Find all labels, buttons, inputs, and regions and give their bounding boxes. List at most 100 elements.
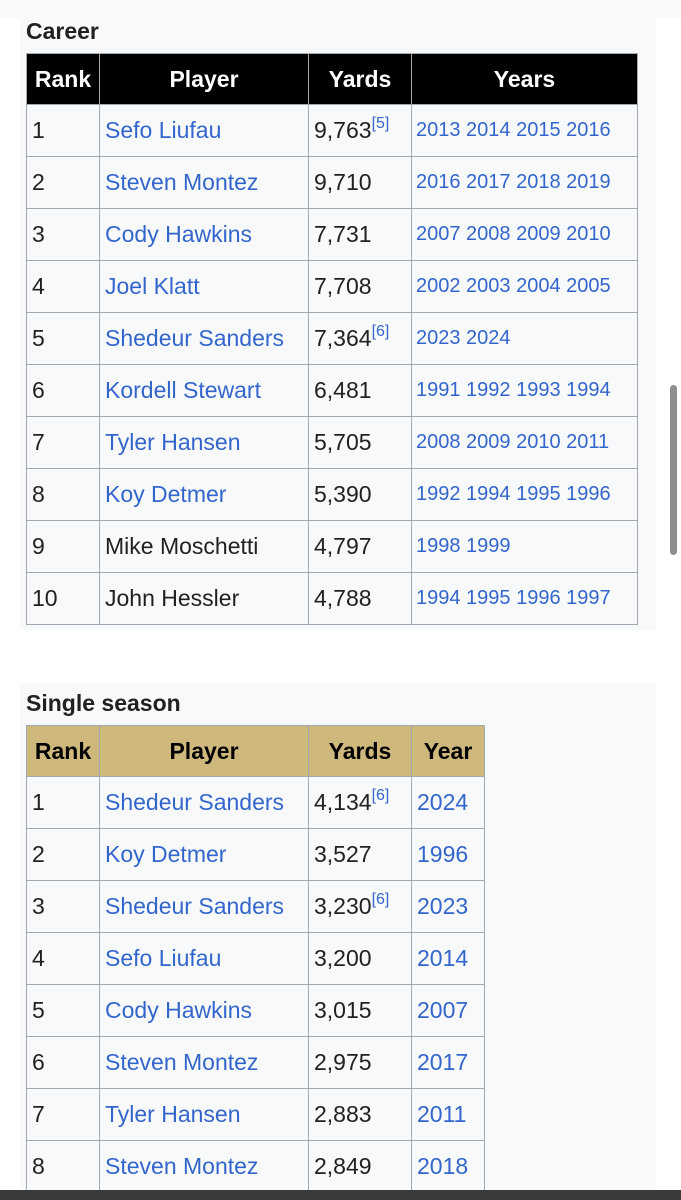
yards-cell: 3,200 — [308, 932, 412, 985]
yards-value: 7,364 — [314, 325, 372, 351]
year-link[interactable]: 2017 — [417, 1049, 469, 1075]
year-link[interactable]: 2007 — [417, 997, 469, 1023]
player-cell: Tyler Hansen — [99, 1088, 309, 1141]
player-link[interactable]: Steven Montez — [105, 169, 259, 195]
player-cell: Shedeur Sanders — [99, 312, 309, 365]
player-cell: Steven Montez — [99, 1140, 309, 1193]
player-link[interactable]: Sefo Liufau — [105, 945, 222, 971]
years-link[interactable]: 2008 2009 2010 2011 — [416, 431, 610, 453]
table-row: 1 Shedeur Sanders 4,134[6] 2024 — [26, 776, 485, 829]
player-cell: Koy Detmer — [99, 468, 309, 521]
player-link[interactable]: Tyler Hansen — [105, 1101, 241, 1127]
years-cell: 1992 1994 1995 1996 — [411, 468, 638, 521]
yards-cell: 9,710 — [308, 156, 412, 209]
career-table: Rank Player Yards Years 1 Sefo Liufau 9,76… — [26, 53, 638, 625]
year-link[interactable]: 2014 — [417, 945, 469, 971]
years-cell: 1994 1995 1996 1997 — [411, 572, 638, 625]
year-link[interactable]: 2018 — [417, 1153, 469, 1179]
rank-cell: 10 — [26, 572, 100, 625]
reference-link[interactable]: [6] — [371, 891, 390, 908]
season-yards-header[interactable]: Yards — [308, 725, 412, 777]
rank-cell: 7 — [26, 1088, 100, 1141]
player-cell: Steven Montez — [99, 156, 309, 209]
yards-cell: 6,481 — [308, 364, 412, 417]
rank-cell: 1 — [26, 104, 100, 157]
year-cell: 2011 — [411, 1088, 485, 1141]
year-cell: 2018 — [411, 1140, 485, 1193]
years-link[interactable]: 1998 1999 — [416, 535, 511, 557]
rank-cell: 2 — [26, 156, 100, 209]
years-link[interactable]: 1991 1992 1993 1994 — [416, 379, 611, 401]
years-link[interactable]: 1992 1994 1995 1996 — [416, 483, 611, 505]
years-link[interactable]: 2013 2014 2015 2016 — [416, 119, 611, 141]
career-yards-header[interactable]: Yards — [308, 53, 412, 105]
years-link[interactable]: 2002 2003 2004 2005 — [416, 275, 611, 297]
table-row: 8 Steven Montez 2,849 2018 — [26, 1140, 485, 1193]
table-row: 4 Sefo Liufau 3,200 2014 — [26, 932, 485, 985]
player-cell: Steven Montez — [99, 1036, 309, 1089]
years-cell: 1998 1999 — [411, 520, 638, 573]
season-rank-header[interactable]: Rank — [26, 725, 100, 777]
rank-cell: 5 — [26, 312, 100, 365]
player-link[interactable]: Koy Detmer — [105, 481, 227, 507]
player-link[interactable]: Shedeur Sanders — [105, 325, 285, 351]
season-header-row: Rank Player Yards Year — [26, 725, 485, 777]
table-row: 9 Mike Moschetti 4,797 1998 1999 — [26, 520, 638, 573]
year-link[interactable]: 2011 — [417, 1101, 467, 1127]
player-link[interactable]: Shedeur Sanders — [105, 893, 285, 919]
player-link[interactable]: Steven Montez — [105, 1153, 259, 1179]
yards-cell: 7,708 — [308, 260, 412, 313]
yards-value: 3,230 — [314, 893, 372, 919]
table-row: 10 John Hessler 4,788 1994 1995 1996 1997 — [26, 572, 638, 625]
rank-cell: 3 — [26, 880, 100, 933]
player-link[interactable]: Sefo Liufau — [105, 117, 222, 143]
table-row: 3 Shedeur Sanders 3,230[6] 2023 — [26, 880, 485, 933]
reference-link[interactable]: [6] — [371, 787, 390, 804]
player-cell: Cody Hawkins — [99, 208, 309, 261]
player-link[interactable]: Tyler Hansen — [105, 429, 241, 455]
season-player-header[interactable]: Player — [99, 725, 309, 777]
player-link[interactable]: Joel Klatt — [105, 273, 200, 299]
years-cell: 2008 2009 2010 2011 — [411, 416, 638, 469]
scrollbar-thumb[interactable] — [670, 385, 677, 555]
player-link[interactable]: Cody Hawkins — [105, 997, 252, 1023]
rank-cell: 7 — [26, 416, 100, 469]
career-rank-header[interactable]: Rank — [26, 53, 100, 105]
yards-cell: 2,975 — [308, 1036, 412, 1089]
yards-value: 4,134 — [314, 789, 372, 815]
player-cell: Sefo Liufau — [99, 104, 309, 157]
yards-value: 4,797 — [314, 533, 372, 559]
years-link[interactable]: 2007 2008 2009 2010 — [416, 223, 611, 245]
rank-cell: 2 — [26, 828, 100, 881]
yards-value: 2,849 — [314, 1153, 372, 1179]
player-cell: Koy Detmer — [99, 828, 309, 881]
year-link[interactable]: 2023 — [417, 893, 469, 919]
year-cell: 2007 — [411, 984, 485, 1037]
table-row: 1 Sefo Liufau 9,763[5] 2013 2014 2015 2016 — [26, 104, 638, 157]
yards-value: 4,788 — [314, 585, 372, 611]
player-link[interactable]: Koy Detmer — [105, 841, 227, 867]
years-link[interactable]: 2016 2017 2018 2019 — [416, 171, 611, 193]
year-link[interactable]: 1996 — [417, 841, 469, 867]
yards-cell: 5,705 — [308, 416, 412, 469]
player-link[interactable]: Kordell Stewart — [105, 377, 261, 403]
player-link[interactable]: Shedeur Sanders — [105, 789, 285, 815]
table-row: 7 Tyler Hansen 5,705 2008 2009 2010 2011 — [26, 416, 638, 469]
year-cell: 2017 — [411, 1036, 485, 1089]
table-row: 5 Cody Hawkins 3,015 2007 — [26, 984, 485, 1037]
season-year-header[interactable]: Year — [411, 725, 485, 777]
reference-link[interactable]: [5] — [371, 115, 390, 132]
player-cell: Shedeur Sanders — [99, 776, 309, 829]
player-link[interactable]: Steven Montez — [105, 1049, 259, 1075]
year-link[interactable]: 2024 — [417, 789, 469, 815]
years-link[interactable]: 1994 1995 1996 1997 — [416, 587, 611, 609]
career-years-header[interactable]: Years — [411, 53, 638, 105]
years-link[interactable]: 2023 2024 — [416, 327, 511, 349]
yards-cell: 7,364[6] — [308, 312, 412, 365]
single-season-caption: Single season — [26, 690, 181, 716]
player-cell: John Hessler — [99, 572, 309, 625]
reference-link[interactable]: [6] — [371, 323, 390, 340]
career-player-header[interactable]: Player — [99, 53, 309, 105]
yards-value: 3,200 — [314, 945, 372, 971]
player-link[interactable]: Cody Hawkins — [105, 221, 252, 247]
